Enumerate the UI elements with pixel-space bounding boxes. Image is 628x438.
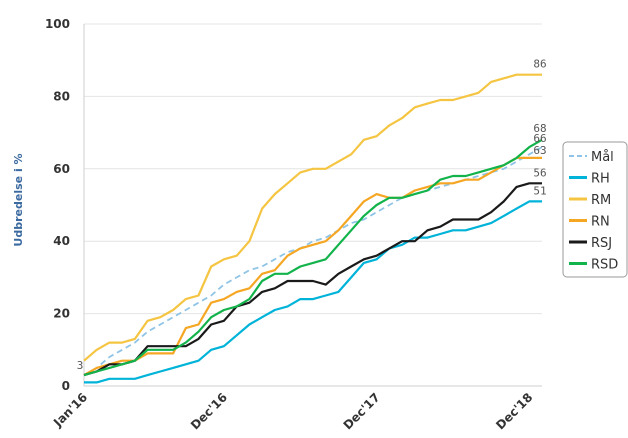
data-label: 86 [533,58,546,71]
legend-entry: Mål [591,150,614,165]
data-label: 63 [533,144,546,157]
y-tick-label: 40 [53,234,70,248]
legend: Mål RH RM RN RSJ RSD [562,141,628,278]
legend-entry: RSD [591,258,618,273]
y-tick-label: 20 [53,307,70,321]
series-line-rh [84,200,542,384]
legend-entry: RM [591,193,611,208]
data-label: 51 [533,184,546,197]
y-tick-label: 100 [45,17,70,31]
y-tick-label: 0 [62,379,70,393]
data-label: 68 [533,122,546,135]
y-axis-label: Udbredelse i % [12,153,25,246]
y-tick-label: 60 [53,162,70,176]
data-label: 56 [533,166,546,179]
series-line-rm [83,73,542,362]
series-lines [83,73,543,384]
series-line-rsd [83,138,543,377]
legend-entry: RH [591,172,610,187]
series-line-rsj [83,182,542,377]
data-label: 3 [77,359,84,372]
legend-entry: RSJ [591,236,612,251]
series-line-rn [83,156,542,377]
y-tick-label: 80 [53,89,70,103]
legend-entry: RN [591,215,610,230]
data-label: 66 [533,132,546,145]
y-axis: 0 20 40 60 80 100 [45,17,85,393]
